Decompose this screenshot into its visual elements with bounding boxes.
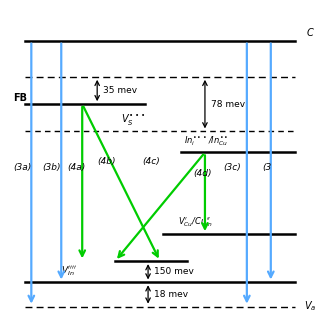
Text: (3: (3 <box>262 163 271 172</box>
Text: FB: FB <box>13 92 28 103</box>
Text: (4a): (4a) <box>67 163 85 172</box>
Text: $V_a$: $V_a$ <box>304 300 316 313</box>
Text: (4b): (4b) <box>97 157 116 166</box>
Text: (3b): (3b) <box>42 163 60 172</box>
Text: (4c): (4c) <box>142 157 160 166</box>
Text: 150 mev: 150 mev <box>154 267 194 276</box>
Text: (4d): (4d) <box>193 169 212 178</box>
Text: (3a): (3a) <box>13 163 32 172</box>
Text: 78 mev: 78 mev <box>211 100 245 108</box>
Text: $V_S^{\bullet\bullet\bullet}$: $V_S^{\bullet\bullet\bullet}$ <box>121 112 146 127</box>
Text: 18 mev: 18 mev <box>154 290 188 299</box>
Text: $V_{In}^{\prime\prime\prime\prime}$: $V_{In}^{\prime\prime\prime\prime}$ <box>61 264 77 278</box>
Text: (3c): (3c) <box>223 163 241 172</box>
Text: 35 mev: 35 mev <box>103 86 137 95</box>
Text: C: C <box>307 28 314 38</box>
Text: $In_i^{\bullet\bullet\bullet}$/$In_{Cu}^{\bullet\bullet}$: $In_i^{\bullet\bullet\bullet}$/$In_{Cu}^… <box>184 134 228 148</box>
Text: $V_{Cu}^{\prime}$/$Cu_{In}^{\prime\prime}$: $V_{Cu}^{\prime}$/$Cu_{In}^{\prime\prime… <box>178 216 213 229</box>
